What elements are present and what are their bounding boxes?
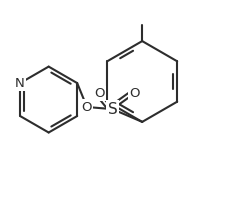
Text: O: O: [130, 87, 140, 100]
Text: N: N: [15, 77, 25, 90]
Text: S: S: [108, 102, 117, 117]
Text: O: O: [94, 87, 105, 100]
Text: O: O: [82, 101, 92, 113]
